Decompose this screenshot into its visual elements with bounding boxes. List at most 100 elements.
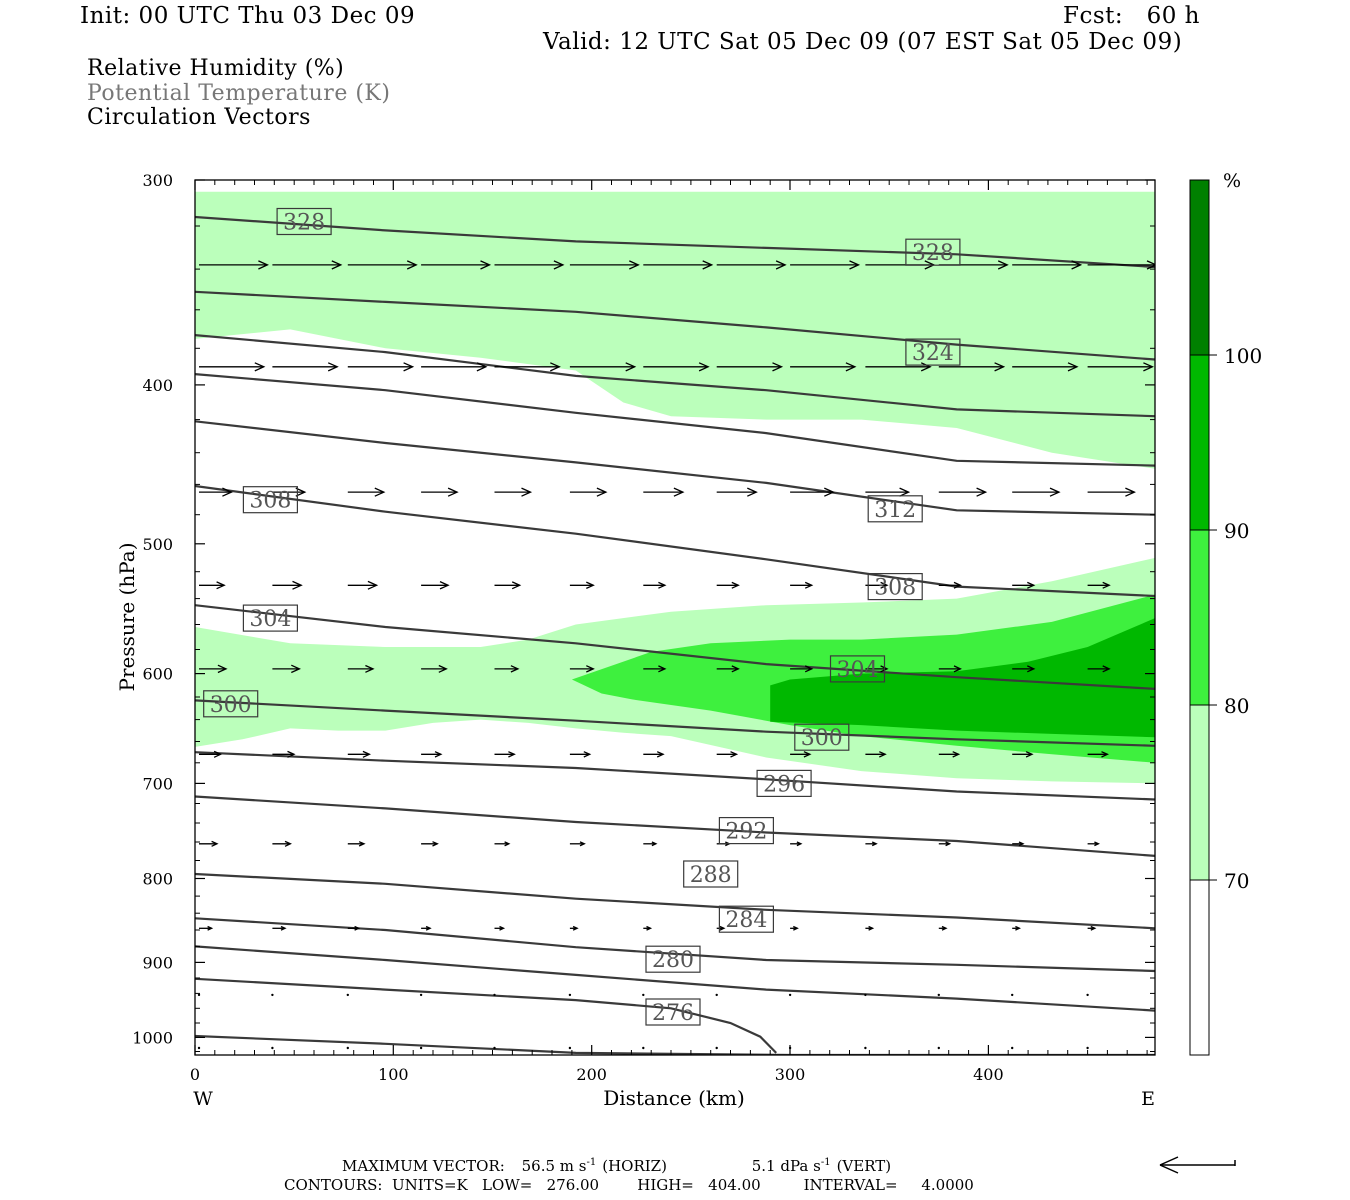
max-vector-horiz-tag: (HORIZ) [602, 1157, 667, 1175]
vector-arrowhead [1015, 925, 1021, 931]
contour-label-box [645, 998, 701, 1026]
colorbar-unit: % [1223, 170, 1241, 192]
vector-arrowhead [291, 664, 301, 674]
contour-label-text: 292 [725, 820, 767, 845]
contour-label-layer: 328 328 324 312 308 308 304 304 300 300 296 292 288 2… [203, 207, 961, 1026]
contour-label-text: 304 [249, 607, 291, 632]
vector-dot [1011, 993, 1014, 997]
vector-arrowhead [1125, 487, 1136, 497]
vector-dot [1086, 1046, 1089, 1050]
contour-label-288: 288 [683, 860, 739, 888]
colorbar-segment-2 [1189, 529, 1210, 706]
contour-label-text: 284 [725, 908, 767, 933]
vector-arrowhead [583, 751, 592, 758]
y-tick-label-300: 300 [142, 171, 173, 190]
vector-arrowhead [406, 260, 418, 270]
contour-label-box [718, 905, 775, 933]
contour-label-300: 300 [203, 690, 259, 718]
footer-contours: CONTOURS: UNITS=K LOW= 276.00 HIGH= 404.… [284, 1176, 974, 1194]
vector-arrowhead [629, 260, 640, 270]
contour-label-328: 328 [276, 207, 332, 236]
vector-dot [419, 1046, 423, 1050]
vector-dot [568, 1046, 572, 1050]
colorbar-segment-0 [1189, 879, 1210, 1056]
contour-label-text: 288 [690, 863, 732, 888]
vector-arrowhead [403, 362, 415, 372]
vector-arrowhead [658, 665, 667, 673]
vector-arrowhead [849, 260, 861, 270]
contour-label-text: 308 [874, 576, 916, 601]
vector-dot [271, 993, 274, 997]
vector-dot [642, 1046, 645, 1050]
vector-dot [788, 993, 792, 997]
theta-contour-layer [195, 215, 1155, 1055]
colorbar-label-70: 70 [1224, 869, 1249, 893]
field-label-vectors: Circulation Vectors [87, 105, 311, 130]
colorbar-label-100: 100 [1224, 344, 1262, 368]
vector-arrowhead [920, 362, 932, 372]
vector-dot [493, 993, 496, 997]
vector-arrowhead [880, 581, 889, 589]
contour-label-box [867, 572, 923, 601]
vector-arrowhead [511, 581, 522, 590]
vector-dot [937, 993, 940, 997]
vector-arrowhead [730, 751, 739, 758]
vector-arrowhead [731, 665, 740, 673]
contour-label-box [905, 338, 961, 366]
vector-arrowhead [953, 581, 962, 589]
rh-region-70-0 [195, 191, 1155, 469]
vector-arrowhead [258, 260, 269, 270]
vector-dot [346, 1046, 349, 1050]
vector-arrowhead [425, 925, 432, 931]
vector-dot [271, 1046, 274, 1050]
contour-label-box [242, 486, 298, 514]
vector-arrowhead [480, 260, 492, 270]
x-end-label-west: W [193, 1088, 213, 1110]
y-tick-label-1000: 1000 [132, 1028, 173, 1047]
valid-time: Valid: 12 UTC Sat 05 Dec 09 (07 EST Sat … [543, 29, 1183, 55]
init-time: Init: 00 UTC Thu 03 Dec 09 [80, 3, 416, 29]
vector-arrowhead [439, 581, 450, 590]
vector-arrowhead [775, 260, 787, 270]
vector-arrowhead [651, 841, 658, 847]
contour-label-308: 308 [867, 572, 923, 601]
vector-arrowhead [508, 751, 516, 758]
vector-dot [642, 993, 645, 997]
y-tick-label-700: 700 [142, 774, 173, 793]
vector-arrowhead [1102, 581, 1111, 589]
contour-label-text: 328 [912, 241, 954, 266]
vector-arrowhead [953, 665, 962, 673]
contour-label-284: 284 [718, 905, 775, 933]
vector-arrowhead [1049, 487, 1061, 497]
vector-arrowhead [510, 665, 520, 673]
contour-label-box [718, 816, 775, 845]
theta-contour-272 [195, 1034, 1155, 1055]
contour-label-box [794, 723, 850, 751]
vector-arrowhead [1018, 841, 1025, 847]
contour-label-324: 324 [905, 338, 961, 366]
x-tick-label-300: 300 [775, 1065, 806, 1084]
vector-arrowhead [945, 841, 952, 847]
colorbar-label-90: 90 [1224, 519, 1249, 543]
vector-dot [864, 993, 867, 997]
x-tick-label-0: 0 [190, 1065, 200, 1084]
vector-arrowhead [374, 487, 386, 497]
max-vector-vert-tag: (VERT) [837, 1157, 892, 1175]
vector-arrowhead [1094, 841, 1100, 847]
vector-dot [715, 1046, 718, 1050]
footer-max-vector: MAXIMUM VECTOR: 56.5 m s-1 (HORIZ) 5.1 dP… [342, 1157, 891, 1175]
axis-labels: 300 400 500 600 700 800 900 1000 0 100 200 300 400 [132, 171, 1003, 1084]
vector-arrowhead [362, 750, 371, 758]
contour-label-text: 300 [801, 726, 843, 751]
vector-arrowhead [572, 925, 579, 931]
theta-contour-308 [195, 484, 1155, 598]
colorbar-segment-1 [1189, 704, 1210, 881]
contour-label-box [829, 655, 886, 683]
vector-dot [715, 993, 718, 997]
vector-arrowhead [1101, 751, 1109, 758]
vector-arrowhead [367, 580, 379, 590]
vector-arrowhead [646, 925, 653, 931]
vector-arrowhead [673, 487, 685, 497]
vector-dot [419, 993, 423, 997]
vector-arrowhead [222, 487, 233, 497]
